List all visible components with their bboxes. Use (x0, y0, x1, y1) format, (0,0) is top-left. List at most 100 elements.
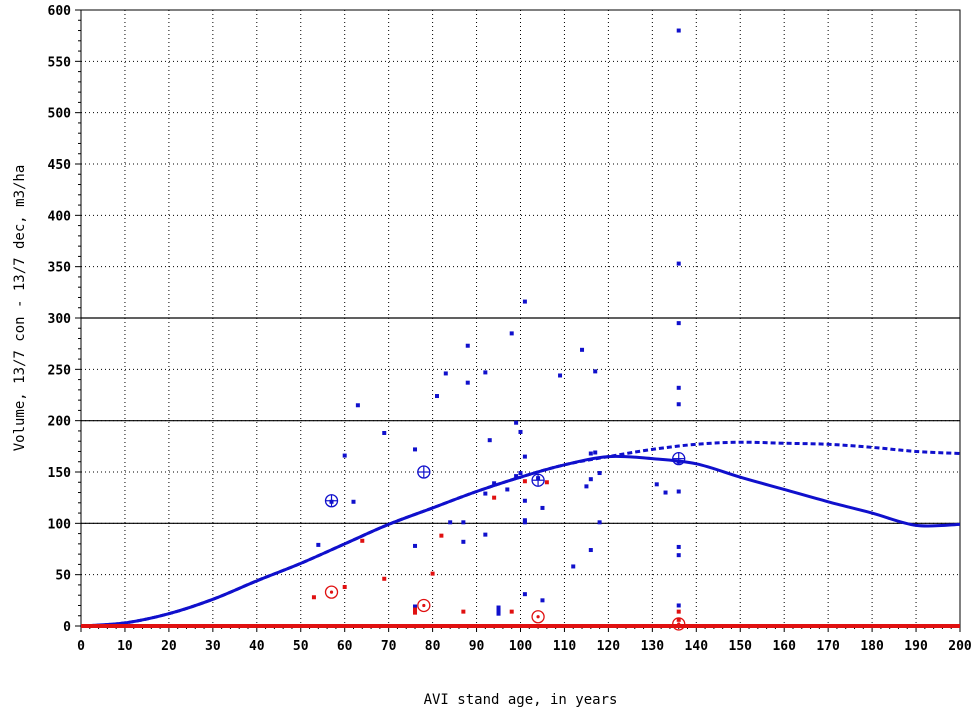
y-tick-label: 500 (48, 107, 72, 122)
x-tick-label: 190 (904, 639, 928, 654)
blue-data-point (514, 474, 519, 479)
red-data-point (430, 571, 435, 576)
x-tick-label: 100 (509, 639, 533, 654)
red-data-point (311, 595, 316, 600)
blue-data-point (413, 447, 418, 452)
reference-lines (81, 317, 960, 524)
red-data-point (676, 609, 681, 614)
x-tick-label: 50 (293, 639, 309, 654)
y-tick-label: 350 (48, 261, 72, 276)
red-data-point (342, 584, 347, 589)
blue-data-point (588, 451, 593, 456)
red-data-point (382, 576, 387, 581)
y-tick-label: 400 (48, 209, 72, 224)
x-tick-label: 40 (249, 639, 265, 654)
blue-data-point (676, 489, 681, 494)
y-tick-label: 600 (48, 4, 72, 19)
blue-data-point (597, 471, 602, 476)
x-tick-label: 110 (553, 639, 577, 654)
blue-data-point (487, 438, 492, 443)
x-tick-label: 70 (381, 639, 397, 654)
y-tick-label: 300 (48, 312, 72, 327)
blue-data-point (676, 385, 681, 390)
blue-data-point (518, 471, 523, 476)
blue-data-point (676, 28, 681, 33)
y-tick-label: 50 (55, 569, 71, 584)
blue-data-point (663, 490, 668, 495)
blue-data-point (496, 605, 501, 610)
blue-data-point (580, 347, 585, 352)
blue-data-point (540, 505, 545, 510)
blue-data-point (676, 603, 681, 608)
red-data-point (509, 609, 514, 614)
blue-data-point (593, 369, 598, 374)
blue-data-point (465, 380, 470, 385)
blue-data-point (676, 321, 681, 326)
red-mean-marker (531, 610, 545, 624)
blue-data-point (413, 604, 418, 609)
x-tick-label: 170 (816, 639, 840, 654)
x-tick-label: 160 (772, 639, 796, 654)
red-mean-marker (417, 598, 431, 613)
x-tick-label: 10 (117, 639, 133, 654)
data-points (311, 28, 686, 631)
x-tick-label: 150 (729, 639, 753, 654)
y-axis-title: Volume, 13/7 con - 13/7 dec, m3/ha (12, 165, 28, 452)
blue-data-point (355, 403, 360, 408)
x-tick-label: 30 (205, 639, 221, 654)
blue-data-point (571, 564, 576, 569)
red-data-point (439, 533, 444, 538)
blue-data-point (522, 520, 527, 525)
x-tick-label: 180 (860, 639, 884, 654)
blue-data-point (518, 429, 523, 434)
x-tick-label: 80 (425, 639, 441, 654)
y-tick-label: 250 (48, 363, 72, 378)
red-data-point (413, 610, 418, 615)
blue-data-point (434, 394, 439, 399)
x-tick-label: 140 (685, 639, 709, 654)
y-tick-label: 200 (48, 415, 72, 430)
blue-data-point (448, 520, 453, 525)
red-data-point (676, 617, 681, 622)
blue-data-point (522, 299, 527, 304)
blue-data-point (465, 343, 470, 348)
blue-data-point (413, 543, 418, 548)
blue-data-point (461, 539, 466, 544)
x-tick-label: 200 (948, 639, 972, 654)
blue-data-point (676, 261, 681, 266)
y-tick-label: 0 (63, 620, 71, 635)
x-tick-label: 0 (77, 639, 85, 654)
y-tick-label: 550 (48, 55, 72, 70)
y-tick-label: 450 (48, 158, 72, 173)
x-tick-label: 60 (337, 639, 353, 654)
blue-mean-marker (531, 473, 545, 487)
blue-mean-marker (324, 494, 339, 508)
blue-data-point (584, 484, 589, 489)
blue-data-point (588, 477, 593, 482)
red-data-point (461, 609, 466, 614)
blue-data-point (593, 450, 598, 455)
blue-data-point (522, 518, 527, 523)
blue-data-point (461, 520, 466, 525)
red-mean-marker (324, 585, 339, 599)
blue-data-point (509, 331, 514, 336)
y-tick-label: 100 (48, 517, 72, 532)
blue-data-point (316, 542, 321, 547)
y-tick-label: 150 (48, 466, 72, 481)
blue-data-point (496, 608, 501, 613)
blue-data-point (483, 370, 488, 375)
fitted-curves (80, 440, 961, 629)
blue-data-point (676, 544, 681, 549)
blue-data-point (654, 482, 659, 487)
blue-data-point (522, 454, 527, 459)
blue-data-point (351, 499, 356, 504)
blue-data-point (676, 402, 681, 407)
red-data-point (544, 480, 549, 485)
y-axis-ticks: 0 50 100 150 200 250 300 350 400 450 500 550 600 (48, 4, 81, 635)
blue-mean-marker (417, 465, 431, 479)
x-tick-label: 90 (469, 639, 485, 654)
blue-data-point (443, 371, 448, 376)
red-mean-marker (672, 617, 686, 631)
x-axis-ticks: 0 10 20 30 40 50 60 70 80 90 100 110 120 130 140 150 160… (77, 626, 972, 654)
